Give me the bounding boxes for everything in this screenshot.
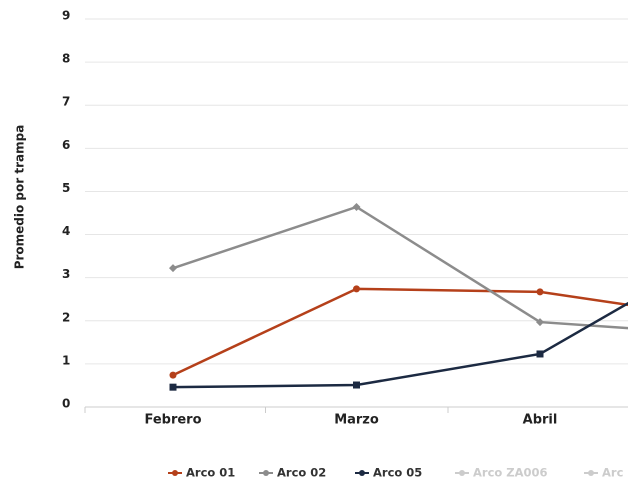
legend-marker bbox=[359, 470, 365, 476]
legend-marker bbox=[588, 470, 594, 476]
y-tick-label: 7 bbox=[62, 95, 70, 109]
point bbox=[536, 350, 544, 358]
series-line bbox=[172, 301, 628, 389]
point bbox=[352, 202, 361, 211]
y-tick-label: 0 bbox=[62, 397, 70, 411]
legend-marker bbox=[459, 470, 465, 476]
series-line bbox=[172, 205, 628, 330]
legend-label: Arco 02 bbox=[277, 466, 326, 480]
y-axis-title: Promedio por trampa bbox=[13, 125, 27, 270]
y-tick-label: 1 bbox=[62, 353, 70, 367]
legend-label: Arco 05 bbox=[373, 466, 422, 480]
legend-label: Arc bbox=[602, 466, 624, 480]
y-tick-label: 3 bbox=[62, 267, 70, 281]
legend-marker bbox=[263, 470, 269, 476]
point bbox=[169, 371, 177, 379]
legend-label: Arco ZA006 bbox=[473, 466, 548, 480]
point bbox=[353, 381, 360, 389]
y-tick-label: 2 bbox=[62, 310, 70, 324]
y-tick-label: 6 bbox=[62, 138, 70, 152]
legend-label: Arco 01 bbox=[186, 466, 235, 480]
point bbox=[536, 318, 544, 327]
x-tick-label: Abril bbox=[523, 413, 558, 428]
x-tick-label: Febrero bbox=[144, 413, 201, 428]
y-tick-label: 9 bbox=[62, 9, 70, 23]
point bbox=[169, 383, 177, 391]
legend-marker bbox=[172, 470, 178, 476]
y-tick-label: 8 bbox=[62, 52, 70, 66]
point bbox=[353, 285, 360, 293]
x-tick-label: Marzo bbox=[334, 413, 379, 428]
y-tick-label: 4 bbox=[62, 224, 70, 238]
y-tick-label: 5 bbox=[62, 181, 70, 195]
point bbox=[169, 264, 177, 273]
point bbox=[536, 288, 544, 296]
series-line bbox=[172, 287, 628, 377]
